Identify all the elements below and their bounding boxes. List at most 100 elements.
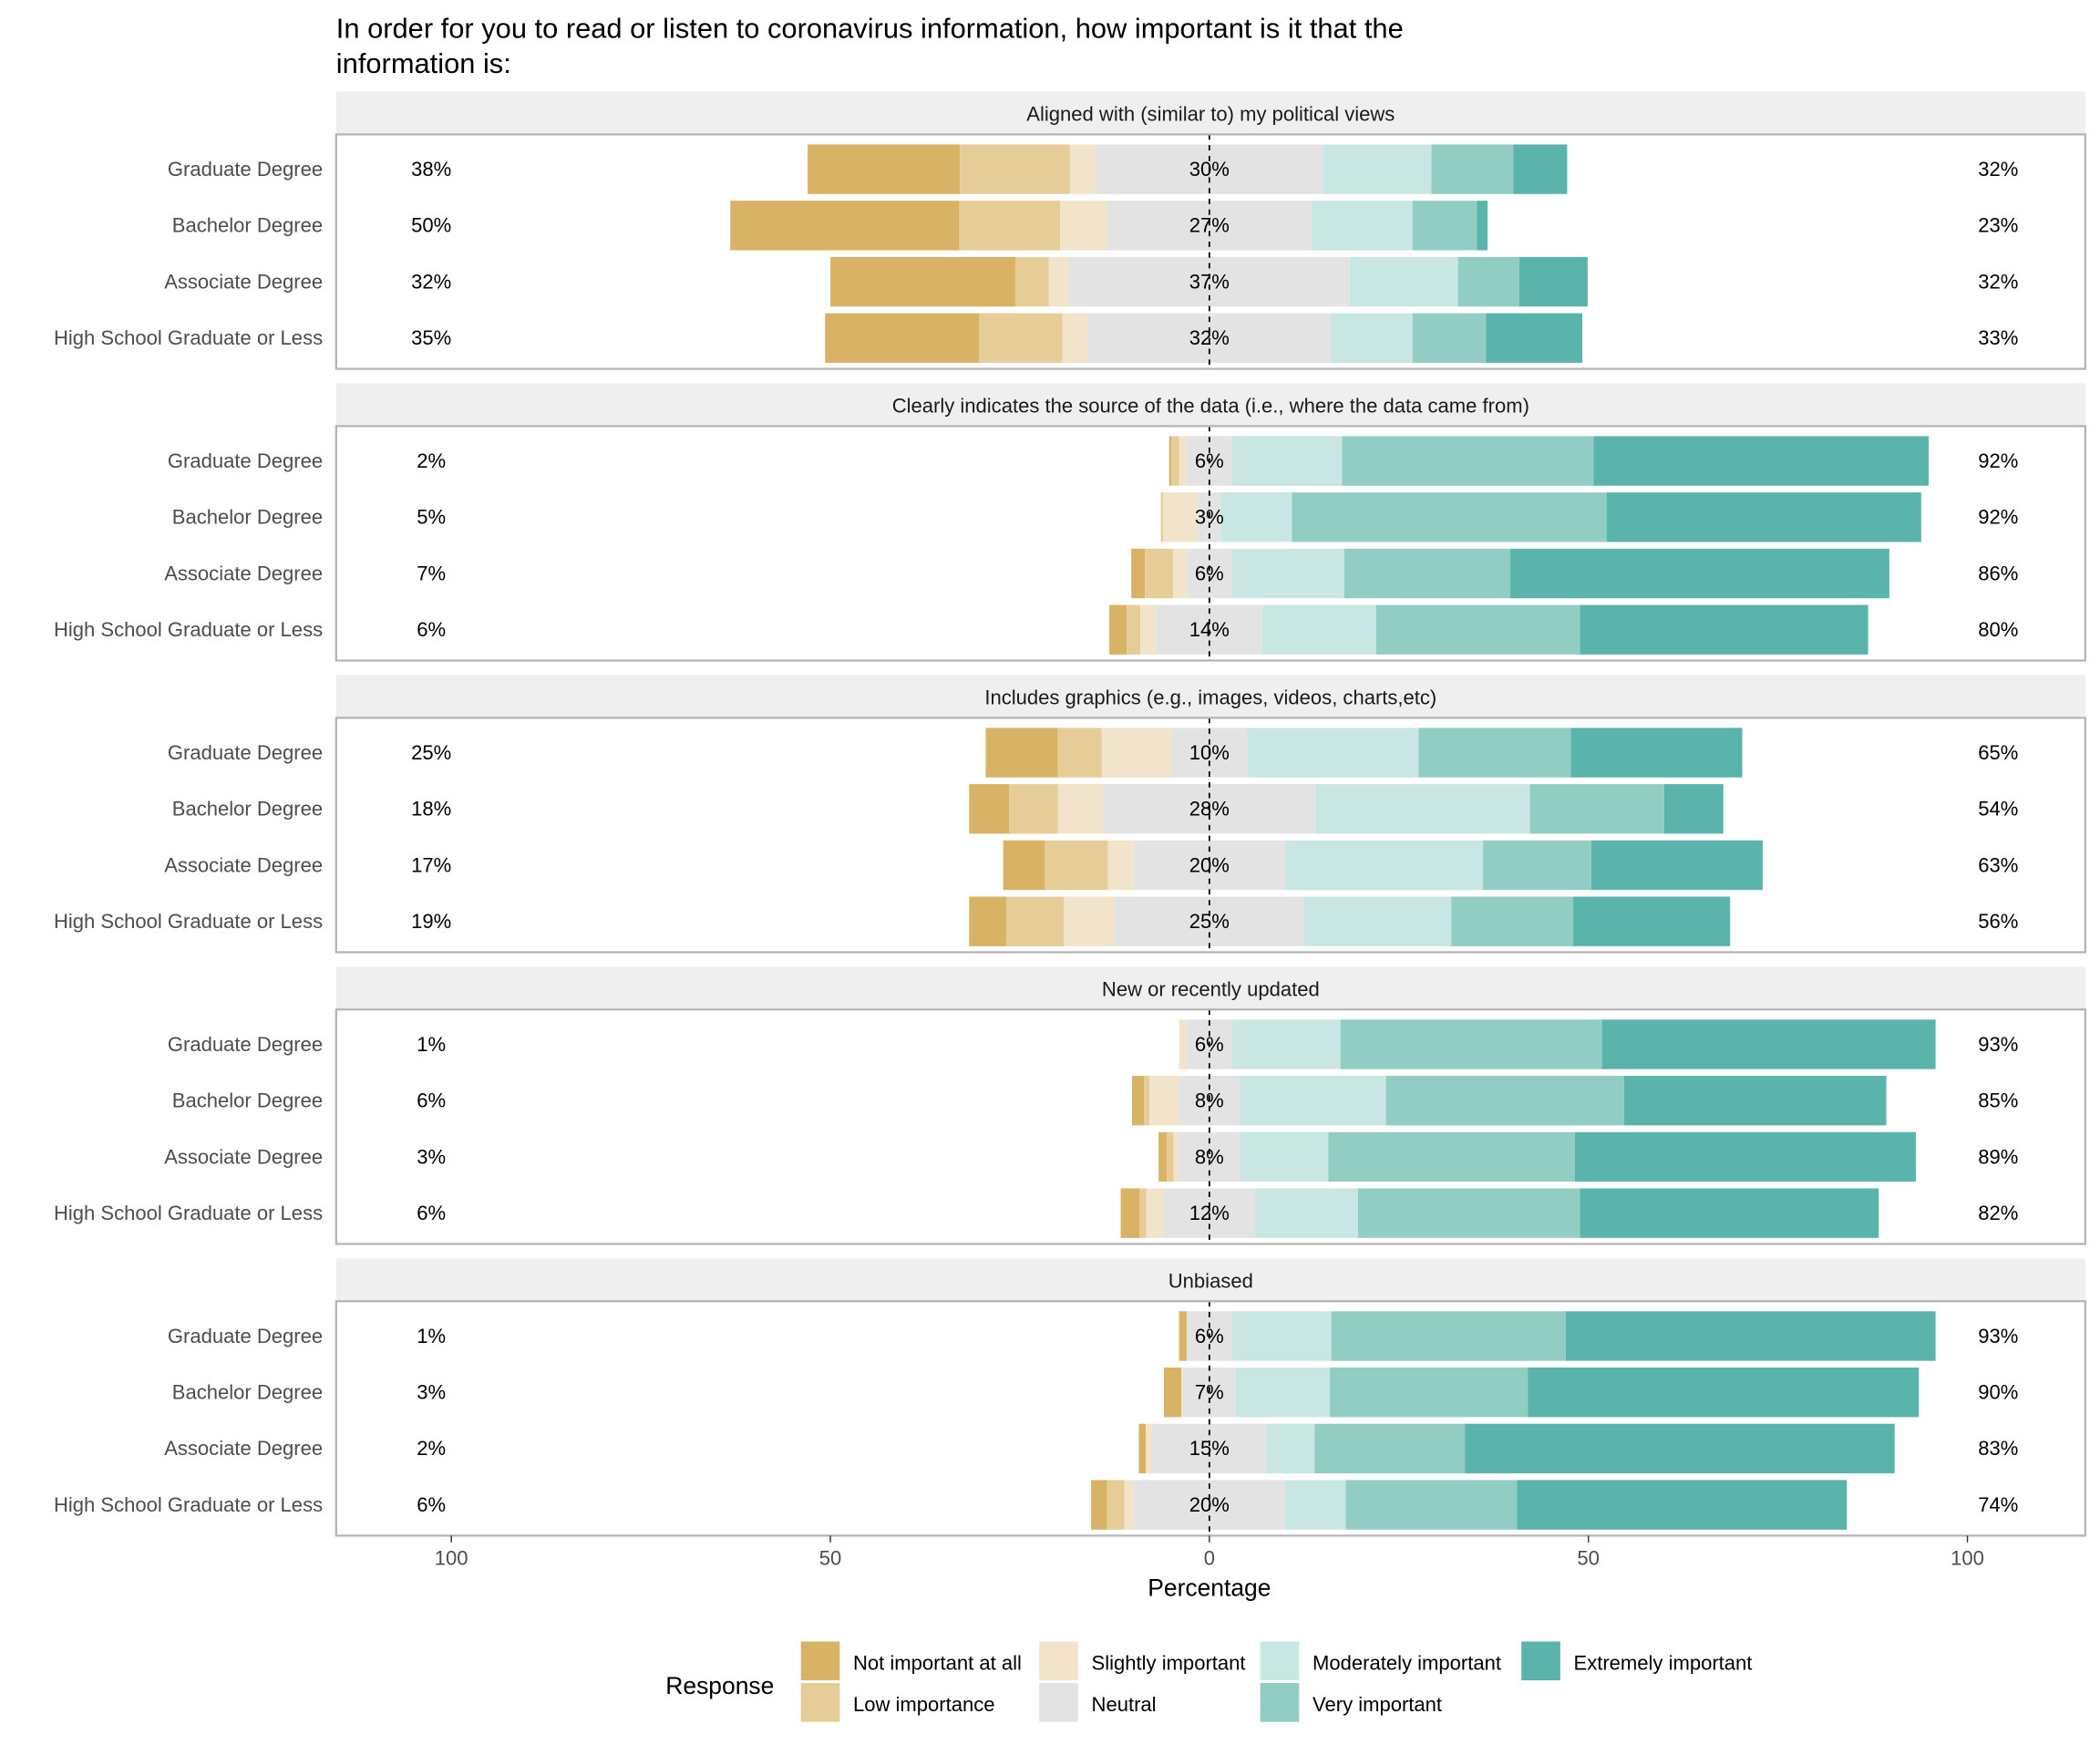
bar-segment-low-importance <box>1107 1480 1125 1530</box>
bar-segment-slightly-important <box>1179 1019 1187 1069</box>
bar-segment-moderately-important <box>1349 256 1458 307</box>
right-percent-label: 83% <box>1978 1437 2018 1460</box>
group-label: Associate Degree <box>164 562 323 584</box>
bar-segment-not-important-at-all <box>1179 1311 1187 1361</box>
legend-entry: Low importance <box>800 1683 995 1722</box>
bar-segment-extremely-important <box>1517 1480 1848 1530</box>
bar-segment-low-importance <box>1127 604 1141 655</box>
right-percent-label: 86% <box>1978 562 2018 584</box>
bar-segment-extremely-important <box>1477 201 1488 251</box>
legend: Response Not important at all Low importa… <box>665 1641 1752 1722</box>
legend-swatch <box>1260 1641 1300 1681</box>
bar-segment-not-important-at-all <box>1158 1131 1168 1182</box>
bar-segment-not-important-at-all <box>1120 1188 1140 1238</box>
bar-segment-not-important-at-all <box>1109 604 1127 655</box>
bar-segment-moderately-important <box>1312 201 1413 251</box>
bar-segment-not-important-at-all <box>969 784 1010 834</box>
group-label: Bachelor Degree <box>172 506 323 529</box>
x-tick-label: 50 <box>1577 1547 1600 1570</box>
bar-segment-slightly-important <box>1069 144 1096 194</box>
bar-row: High School Graduate or Less 6% 14% 80% <box>54 604 2018 655</box>
legend-label: Slightly important <box>1092 1651 1246 1674</box>
x-axis-label: Percentage <box>1148 1574 1271 1602</box>
bar-segment-low-importance <box>1139 1188 1147 1238</box>
left-percent-label: 19% <box>411 910 451 933</box>
bar-segment-very-important <box>1342 436 1594 486</box>
right-percent-label: 54% <box>1978 798 2018 821</box>
bar-segment-extremely-important <box>1593 436 1930 486</box>
bar-segment-extremely-important <box>1465 1423 1895 1474</box>
bar-segment-slightly-important <box>1163 492 1199 542</box>
x-tick-label: 100 <box>1951 1547 1984 1570</box>
left-percent-label: 7% <box>417 562 446 584</box>
bar-segment-not-important-at-all <box>985 728 1058 778</box>
bar-segment-very-important <box>1483 840 1592 891</box>
group-label: High School Graduate or Less <box>54 1202 323 1224</box>
bar-segment-slightly-important <box>1172 548 1187 599</box>
x-tick-label: 0 <box>1204 1547 1215 1570</box>
bar-segment-not-important-at-all <box>825 313 980 363</box>
right-percent-label: 74% <box>1978 1493 2018 1516</box>
bar-row: Graduate Degree 2% 6% 92% <box>168 436 2018 486</box>
bar-segment-very-important <box>1328 1131 1575 1182</box>
bar-row: Bachelor Degree 18% 28% 54% <box>172 784 2018 834</box>
left-percent-label: 6% <box>417 1493 446 1516</box>
bar-segment-extremely-important <box>1486 313 1583 363</box>
left-percent-label: 6% <box>417 1202 446 1224</box>
bar-segment-moderately-important <box>1231 1311 1332 1361</box>
bar-segment-moderately-important <box>1285 840 1484 891</box>
bar-segment-slightly-important <box>1149 1076 1179 1126</box>
bar-segment-moderately-important <box>1240 1131 1329 1182</box>
bar-segment-slightly-important <box>1146 1188 1164 1238</box>
panel-border <box>335 425 2086 662</box>
legend-swatch <box>1039 1683 1078 1722</box>
bar-segment-low-importance <box>959 201 1061 251</box>
bar-row: Associate Degree 17% 20% 63% <box>164 840 2018 891</box>
bar-segment-very-important <box>1375 604 1580 655</box>
bar-segment-low-importance <box>1171 436 1179 486</box>
right-percent-label: 92% <box>1978 506 2018 529</box>
group-label: High School Graduate or Less <box>54 1493 323 1516</box>
bar-segment-not-important-at-all <box>830 256 1015 307</box>
group-label: Graduate Degree <box>168 741 323 764</box>
legend-title: Response <box>665 1672 774 1699</box>
x-axis: 100 50 0 50 100 <box>435 1535 1984 1570</box>
bar-segment-extremely-important <box>1663 784 1724 834</box>
bar-segment-very-important <box>1345 1480 1518 1530</box>
left-percent-label: 2% <box>417 449 446 472</box>
chart-title: In order for you to read or listen to co… <box>336 13 1404 79</box>
right-percent-label: 93% <box>1978 1325 2018 1347</box>
right-percent-label: 93% <box>1978 1033 2018 1056</box>
bar-segment-very-important <box>1331 1311 1566 1361</box>
bar-segment-slightly-important <box>1101 728 1172 778</box>
bar-segment-moderately-important <box>1220 492 1292 542</box>
bar-segment-very-important <box>1529 784 1664 834</box>
bar-segment-moderately-important <box>1235 1368 1331 1418</box>
bar-row: Associate Degree 2% 15% 83% <box>164 1423 2018 1474</box>
group-label: Associate Degree <box>164 1145 323 1168</box>
right-percent-label: 90% <box>1978 1381 2018 1404</box>
legend-label: Neutral <box>1092 1693 1157 1716</box>
legend-label: Very important <box>1312 1693 1442 1716</box>
left-percent-label: 3% <box>417 1145 446 1168</box>
panel-strip <box>335 91 2085 135</box>
bar-segment-moderately-important <box>1285 1480 1346 1530</box>
bar-segment-slightly-important <box>1181 1368 1183 1418</box>
bar-row: High School Graduate or Less 6% 20% 74% <box>54 1480 2018 1530</box>
bar-segment-slightly-important <box>1064 896 1115 946</box>
left-percent-label: 2% <box>417 1437 446 1460</box>
bar-segment-very-important <box>1412 201 1477 251</box>
group-label: Associate Degree <box>164 853 323 876</box>
bar-segment-low-importance <box>1057 728 1102 778</box>
legend-swatch <box>1039 1641 1078 1681</box>
bar-segment-very-important <box>1451 896 1574 946</box>
group-label: Bachelor Degree <box>172 1089 323 1112</box>
left-percent-label: 35% <box>411 326 451 349</box>
panel-border <box>335 133 2086 370</box>
right-percent-label: 80% <box>1978 618 2018 641</box>
legend-entry: Slightly important <box>1039 1641 1246 1681</box>
bar-segment-moderately-important <box>1315 784 1530 834</box>
bar-segment-low-importance <box>979 313 1063 363</box>
legend-label: Low importance <box>853 1693 995 1716</box>
group-label: Graduate Degree <box>168 1033 323 1056</box>
